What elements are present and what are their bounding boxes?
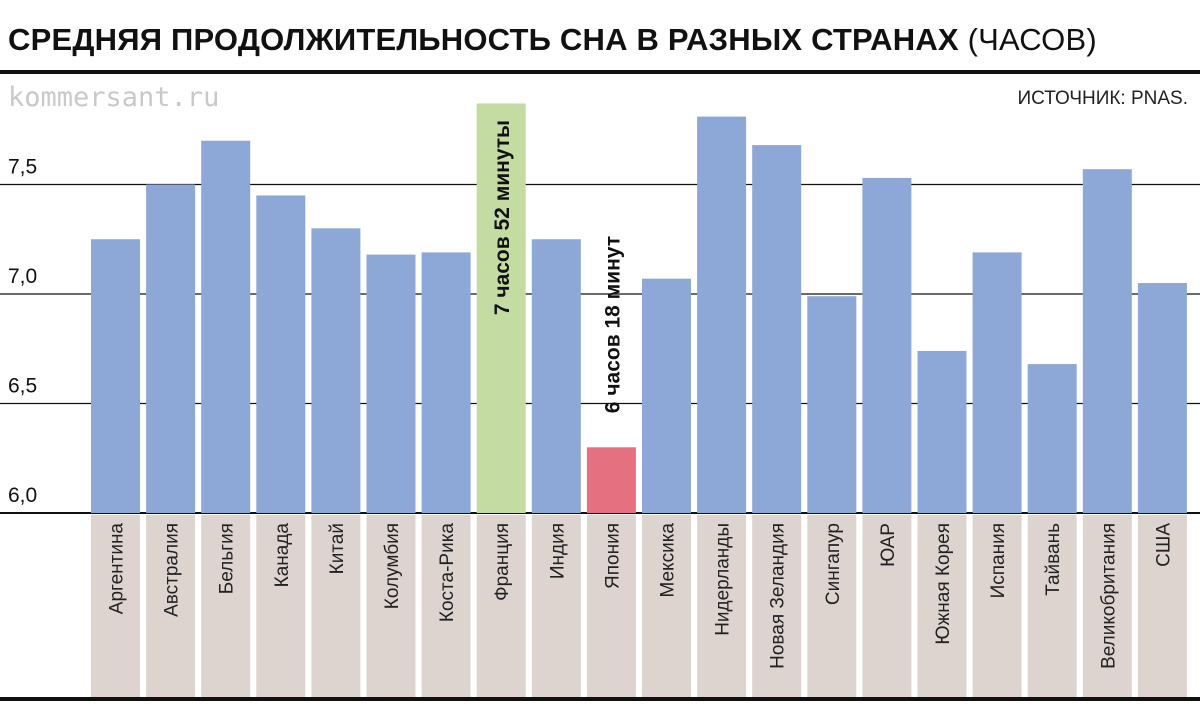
bar [256,195,306,513]
category-label-bg [972,515,1022,697]
category-label: Австралия [162,523,183,617]
bar [366,254,416,513]
category-label: Франция [492,523,513,601]
category-label-bg [807,515,857,697]
category-label-bg [752,515,802,697]
category-label-bg [1082,515,1132,697]
category-label: Китай [327,523,348,574]
y-tick-label: 6,5 [8,375,37,398]
category-label: Испания [988,523,1009,598]
bar [752,145,802,513]
category-label-bg [201,515,251,697]
highlight-annotation: 6 часов 18 минут [601,236,624,413]
bar [697,116,747,514]
category-label-bg [642,515,691,697]
category-label-bg [862,515,912,697]
y-tick-label: 6,0 [8,484,37,507]
y-tick-label: 7,5 [8,156,37,179]
category-label: Нидерланды [713,523,734,636]
category-label-bg [1137,515,1187,697]
category-label: Канада [272,523,293,588]
chart-title: СРЕДНЯЯ ПРОДОЛЖИТЕЛЬНОСТЬ СНА В РАЗНЫХ С… [8,22,1097,58]
category-label-bg [586,515,636,697]
bar [1137,283,1187,513]
category-label: Новая Зеландия [768,523,789,669]
bar [531,239,581,513]
bar [1082,169,1132,514]
bar [642,278,691,513]
category-label: Бельгия [217,523,238,594]
category-label-bg [256,515,306,697]
bottom-rule [0,697,1200,701]
category-label: Индия [547,523,568,579]
bar [421,252,471,513]
y-tick-label: 7,0 [8,265,37,288]
top-rule [0,70,1200,74]
category-label: ЮАР [878,523,899,567]
bar [1027,364,1077,513]
source-note: ИСТОЧНИК: PNAS. [1017,88,1188,109]
bar [917,350,967,513]
category-label: Коста-Рика [437,523,458,623]
chart-title-unit: (ЧАСОВ) [967,22,1097,57]
category-label-bg [91,515,140,697]
category-label-bg [311,515,361,697]
category-label: Аргентина [107,523,128,615]
category-label: Колумбия [382,523,403,609]
category-label: США [1153,523,1174,567]
category-label: Мексика [658,523,679,598]
category-label-bg [146,515,196,697]
category-label-bg [1027,515,1077,697]
category-label: Сингапур [823,523,844,605]
category-label: Южная Корея [933,523,954,645]
category-label-bg [476,515,526,697]
bar [476,103,526,513]
bar [91,239,140,513]
category-label-bg [421,515,471,697]
bar [862,177,912,513]
bar [201,140,251,513]
category-label: Великобритания [1098,523,1119,669]
bar [972,252,1022,513]
bar [146,184,196,513]
site-watermark: kommersant.ru [8,82,220,113]
category-label-bg [531,515,581,697]
category-label: Тайвань [1043,523,1064,596]
bar [586,447,636,513]
category-label: Япония [602,523,623,589]
category-label-bg [697,515,747,697]
category-label-bg [366,515,416,697]
highlight-annotation: 7 часов 52 минуты [491,120,514,315]
bar [311,228,361,514]
chart-title-main: СРЕДНЯЯ ПРОДОЛЖИТЕЛЬНОСТЬ СНА В РАЗНЫХ С… [8,22,959,57]
bar [807,296,857,513]
category-label-bg [917,515,967,697]
